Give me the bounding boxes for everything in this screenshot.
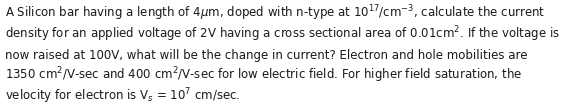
Text: velocity for electron is V$_{s}$ = 10$^{7}$ cm/sec.: velocity for electron is V$_{s}$ = 10$^{… [5, 86, 240, 102]
Text: now raised at 100V, what will be the change in current? Electron and hole mobili: now raised at 100V, what will be the cha… [5, 49, 527, 62]
Text: A Silicon bar having a length of 4$\mu$m, doped with n-type at 10$^{17}$/cm$^{-3: A Silicon bar having a length of 4$\mu$m… [5, 3, 545, 23]
Text: density for an applied voltage of 2V having a cross sectional area of 0.01cm$^{2: density for an applied voltage of 2V hav… [5, 25, 559, 44]
Text: 1350 cm$^{2}$/V-sec and 400 cm$^{2}$/V-sec for low electric field. For higher fi: 1350 cm$^{2}$/V-sec and 400 cm$^{2}$/V-s… [5, 66, 521, 85]
